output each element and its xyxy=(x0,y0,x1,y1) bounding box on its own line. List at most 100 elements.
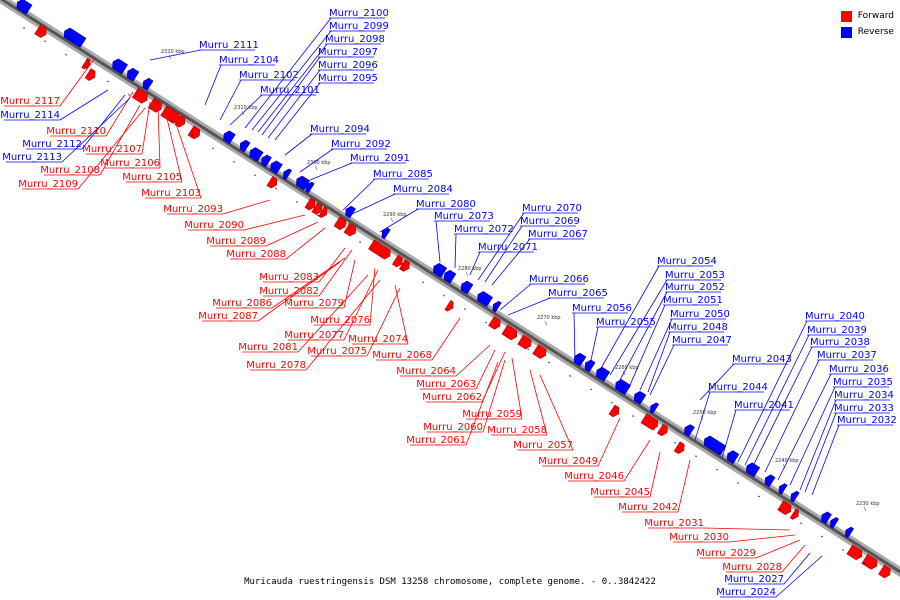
leader-line xyxy=(477,212,525,281)
gene-label[interactable]: Murru_2030 xyxy=(669,532,729,543)
gene-label[interactable]: Murru_2036 xyxy=(829,364,889,375)
gene-label[interactable]: Murru_2078 xyxy=(246,360,306,371)
gene-label[interactable]: Murru_2072 xyxy=(454,224,514,235)
gene-label[interactable]: Murru_2031 xyxy=(644,518,704,529)
gene-label[interactable]: Murru_2038 xyxy=(810,337,870,348)
gene-label[interactable]: Murru_2056 xyxy=(572,303,632,314)
gene-label[interactable]: Murru_2094 xyxy=(310,124,370,135)
gene-shape xyxy=(381,227,391,240)
gene-label[interactable]: Murru_2092 xyxy=(331,139,391,150)
gene-label[interactable]: Murru_2054 xyxy=(657,256,717,267)
gene-label[interactable]: Murru_2108 xyxy=(40,165,100,176)
gene-label[interactable]: Murru_2090 xyxy=(184,220,244,231)
gene-label[interactable]: Murru_2069 xyxy=(520,216,580,227)
gene-label[interactable]: Murru_2088 xyxy=(226,249,286,260)
gene-label[interactable]: Murru_2111 xyxy=(199,40,259,51)
gene-label[interactable]: Murru_2114 xyxy=(0,110,60,121)
gene-label[interactable]: Murru_2089 xyxy=(206,236,266,247)
gene-label[interactable]: Murru_2055 xyxy=(596,317,656,328)
gene-label[interactable]: Murru_2061 xyxy=(406,435,466,446)
gene-label[interactable]: Murru_2050 xyxy=(670,309,730,320)
gene-label[interactable]: Murru_2081 xyxy=(238,342,298,353)
reverse-gene-block xyxy=(443,269,457,284)
gene-label[interactable]: Murru_2049 xyxy=(538,456,598,467)
gene-label[interactable]: Murru_2027 xyxy=(724,574,784,585)
gene-label[interactable]: Murru_2045 xyxy=(590,487,650,498)
gene-label[interactable]: Murru_2113 xyxy=(2,152,62,163)
gene-label[interactable]: Murru_2047 xyxy=(672,335,732,346)
gene-label[interactable]: Murru_2035 xyxy=(833,377,893,388)
gene-label[interactable]: Murru_2073 xyxy=(434,211,494,222)
gene-label[interactable]: Murru_2043 xyxy=(732,354,792,365)
gene-label[interactable]: Murru_2039 xyxy=(807,325,867,336)
gene-label[interactable]: Murru_2059 xyxy=(462,409,522,420)
gene-label[interactable]: Murru_2100 xyxy=(329,8,389,19)
gene-label[interactable]: Murru_2051 xyxy=(663,295,723,306)
gene-label[interactable]: Murru_2032 xyxy=(837,415,897,426)
gene-label[interactable]: Murru_2095 xyxy=(318,73,378,84)
gene-label[interactable]: Murru_2101 xyxy=(260,85,320,96)
gene-label[interactable]: Murru_2044 xyxy=(708,382,768,393)
gene-label[interactable]: Murru_2058 xyxy=(487,425,547,436)
gene-shape xyxy=(333,216,347,231)
gene-label[interactable]: Murru_2106 xyxy=(100,158,160,169)
gene-label[interactable]: Murru_2093 xyxy=(163,204,223,215)
gene-label[interactable]: Murru_2042 xyxy=(618,502,678,513)
gene-label[interactable]: Murru_2075 xyxy=(307,346,367,357)
gene-label[interactable]: Murru_2102 xyxy=(239,70,299,81)
gene-label[interactable]: Murru_2083 xyxy=(259,272,319,283)
gene-label[interactable]: Murru_2109 xyxy=(18,179,78,190)
gene-label[interactable]: Murru_2060 xyxy=(423,422,483,433)
gene-label[interactable]: Murru_2079 xyxy=(284,298,344,309)
gene-label[interactable]: Murru_2077 xyxy=(284,330,344,341)
gene-label[interactable]: Murru_2064 xyxy=(396,366,456,377)
gene-label[interactable]: Murru_2098 xyxy=(325,34,385,45)
gene-label[interactable]: Murru_2048 xyxy=(668,322,728,333)
gene-label[interactable]: Murru_2057 xyxy=(513,440,573,451)
gene-label[interactable]: Murru_2034 xyxy=(834,390,894,401)
gene-label[interactable]: Murru_2117 xyxy=(0,96,60,107)
gene-label[interactable]: Murru_2087 xyxy=(198,311,258,322)
gene-label[interactable]: Murru_2086 xyxy=(212,298,272,309)
gene-label[interactable]: Murru_2084 xyxy=(393,184,453,195)
gene-label[interactable]: Murru_2070 xyxy=(522,203,582,214)
gene-label[interactable]: Murru_2080 xyxy=(416,199,476,210)
gene-label[interactable]: Murru_2076 xyxy=(310,315,370,326)
leader-line xyxy=(99,104,141,176)
gene-label[interactable]: Murru_2071 xyxy=(478,242,538,253)
gene-label[interactable]: Murru_2096 xyxy=(318,60,378,71)
gene-label[interactable]: Murru_2097 xyxy=(318,47,378,58)
minor-feature xyxy=(338,227,340,230)
gene-label[interactable]: Murru_2082 xyxy=(259,286,319,297)
gene-label[interactable]: Murru_2028 xyxy=(722,562,782,573)
minor-feature xyxy=(653,428,655,431)
gene-label[interactable]: Murru_2053 xyxy=(665,270,725,281)
gene-label[interactable]: Murru_2037 xyxy=(817,350,877,361)
gene-label[interactable]: Murru_2104 xyxy=(219,55,279,66)
gene-label[interactable]: Murru_2074 xyxy=(348,334,408,345)
gene-label[interactable]: Murru_2110 xyxy=(46,126,106,137)
gene-label[interactable]: Murru_2107 xyxy=(82,144,142,155)
gene-label[interactable]: Murru_2085 xyxy=(373,169,433,180)
gene-label[interactable]: Murru_2029 xyxy=(696,548,756,559)
gene-label[interactable]: Murru_2033 xyxy=(834,403,894,414)
forward-gene-block xyxy=(501,324,518,341)
gene-label[interactable]: Murru_2062 xyxy=(422,392,482,403)
gene-label[interactable]: Murru_2066 xyxy=(529,274,589,285)
gene-label[interactable]: Murru_2040 xyxy=(805,311,865,322)
gene-label[interactable]: Murru_2065 xyxy=(548,288,608,299)
gene-label[interactable]: Murru_2103 xyxy=(141,188,201,199)
gene-label[interactable]: Murru_2046 xyxy=(564,471,624,482)
label-leader-lines xyxy=(4,17,893,598)
gene-label[interactable]: Murru_2067 xyxy=(528,229,588,240)
gene-label[interactable]: Murru_2063 xyxy=(416,379,476,390)
gene-label[interactable]: Murru_2091 xyxy=(350,153,410,164)
forward-gene-block xyxy=(517,334,532,350)
gene-label[interactable]: Murru_2068 xyxy=(372,350,432,361)
gene-label[interactable]: Murru_2024 xyxy=(716,587,776,598)
gene-label[interactable]: Murru_2099 xyxy=(329,21,389,32)
gene-label[interactable]: Murru_2041 xyxy=(734,400,794,411)
gene-label[interactable]: Murru_2052 xyxy=(665,282,725,293)
gene-label[interactable]: Murru_2105 xyxy=(122,172,182,183)
gene-label[interactable]: Murru_2112 xyxy=(22,139,82,150)
